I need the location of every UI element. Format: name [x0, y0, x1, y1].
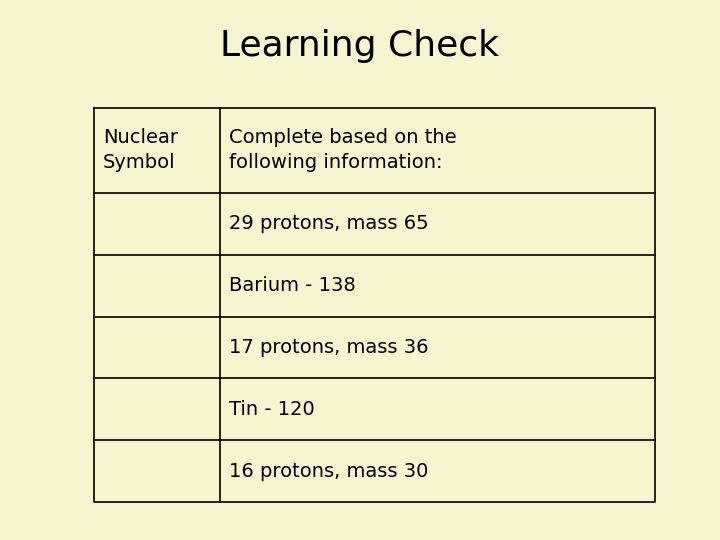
Text: Learning Check: Learning Check	[220, 29, 500, 63]
Text: Nuclear
Symbol: Nuclear Symbol	[103, 129, 178, 172]
Text: Barium - 138: Barium - 138	[229, 276, 356, 295]
Text: 16 protons, mass 30: 16 protons, mass 30	[229, 462, 428, 481]
Text: Complete based on the
following information:: Complete based on the following informat…	[229, 129, 456, 172]
Text: Tin - 120: Tin - 120	[229, 400, 315, 419]
Text: 29 protons, mass 65: 29 protons, mass 65	[229, 214, 428, 233]
Text: 17 protons, mass 36: 17 protons, mass 36	[229, 338, 428, 357]
